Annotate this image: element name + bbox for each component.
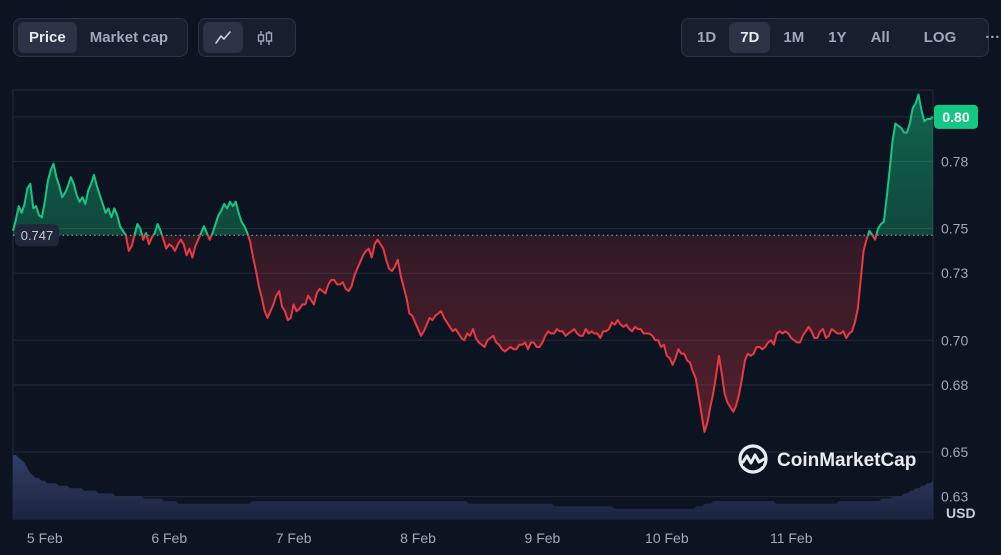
- y-tick-label: 0.63: [941, 489, 968, 505]
- range-all[interactable]: All: [870, 29, 890, 46]
- more-options-button[interactable]: ···: [985, 29, 1001, 46]
- y-tick-label: 0.75: [941, 221, 968, 237]
- volume-area: [13, 455, 933, 519]
- candlestick-icon[interactable]: [245, 22, 285, 53]
- reference-badge: 0.747: [15, 224, 59, 247]
- y-tick-label: 0.65: [941, 444, 968, 460]
- x-tick-label: 6 Feb: [151, 530, 187, 546]
- x-axis-ticks: 5 Feb 6 Feb 7 Feb 8 Feb 9 Feb 10 Feb 11 Feb: [27, 530, 813, 546]
- x-tick-label: 8 Feb: [400, 530, 436, 546]
- current-price-badge: 0.80: [934, 104, 978, 129]
- line-chart-icon[interactable]: [203, 22, 243, 53]
- price-line-below-reference: [124, 235, 878, 433]
- currency-unit-label: USD: [946, 505, 976, 521]
- x-tick-label: 7 Feb: [276, 530, 312, 546]
- y-axis-ticks: 0.80 0.78 0.75 0.73 0.70 0.68 0.65 0.63: [941, 109, 968, 505]
- y-tick-label: 0.78: [941, 154, 968, 170]
- range-1y[interactable]: 1Y: [828, 29, 847, 46]
- coinmarketcap-logo-icon: [738, 444, 768, 474]
- range-1d[interactable]: 1D: [697, 29, 717, 46]
- tab-market-cap[interactable]: Market cap: [89, 29, 169, 46]
- time-range-toggle: 1D 7D 1M 1Y All LOG ···: [681, 18, 1000, 57]
- y-tick-label: 0.73: [941, 265, 968, 281]
- range-7d[interactable]: 7D: [729, 22, 771, 53]
- tab-price[interactable]: Price: [18, 22, 77, 53]
- y-tick-label: 0.68: [941, 377, 968, 393]
- x-tick-label: 5 Feb: [27, 530, 63, 546]
- x-tick-label: 9 Feb: [525, 530, 561, 546]
- area-fill-above-reference: [13, 94, 933, 236]
- grid-lines: [13, 116, 933, 498]
- log-scale-button[interactable]: LOG: [923, 29, 957, 46]
- current-price-label: 0.80: [942, 109, 969, 125]
- area-fill-below-reference: [125, 235, 877, 432]
- y-tick-label: 0.70: [941, 332, 968, 348]
- metric-toggle: Price Market cap: [13, 18, 188, 57]
- coinmarketcap-brand-text: CoinMarketCap: [777, 450, 916, 471]
- chart-type-toggle: [198, 18, 296, 57]
- x-tick-label: 10 Feb: [645, 530, 689, 546]
- reference-value-label: 0.747: [21, 228, 54, 243]
- coinmarketcap-watermark: CoinMarketCap: [738, 444, 916, 474]
- x-tick-label: 11 Feb: [770, 530, 813, 546]
- range-1m[interactable]: 1M: [783, 29, 805, 46]
